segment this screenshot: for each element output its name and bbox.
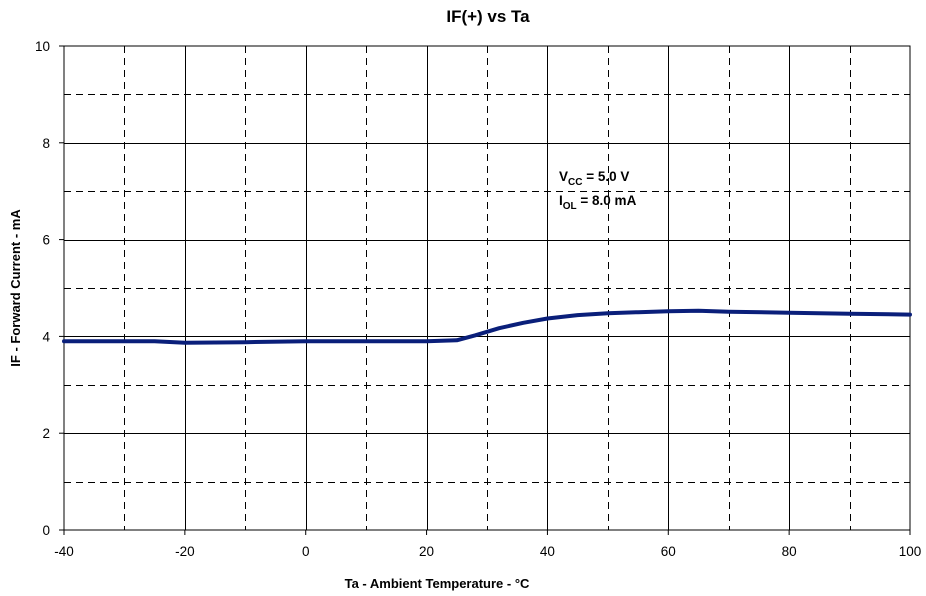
series-line	[62, 308, 912, 345]
x-tick-label: -40	[54, 544, 74, 559]
x-tick-labels: -40 -20 0 20 40 60 80 100	[54, 544, 921, 559]
x-tick-label: 100	[899, 544, 922, 559]
x-tick-label: -20	[175, 544, 195, 559]
x-tick-label: 0	[302, 544, 310, 559]
axis-ticks	[59, 45, 911, 535]
plot-frame	[63, 45, 911, 531]
y-tick-label: 2	[42, 426, 50, 441]
grid	[64, 46, 910, 530]
y-tick-label: 4	[42, 329, 50, 344]
x-tick-label: 20	[419, 544, 434, 559]
x-tick-label: 80	[782, 544, 797, 559]
x-tick-label: 60	[661, 544, 676, 559]
y-axis-label: IF - Forward Current - mA	[8, 209, 23, 367]
x-tick-label: 40	[540, 544, 555, 559]
y-tick-label: 8	[42, 136, 50, 151]
annotation-block: VCC = 5.0 V IOL = 8.0 mA	[559, 169, 637, 212]
series-group	[62, 308, 912, 345]
annotation-line: VCC = 5.0 V	[559, 169, 629, 188]
y-tick-label: 6	[42, 233, 50, 248]
y-tick-label: 10	[35, 39, 50, 54]
x-axis-label: Ta - Ambient Temperature - °C	[345, 576, 530, 591]
annotation-line: IOL = 8.0 mA	[559, 193, 637, 212]
y-tick-labels: 0 2 4 6 8 10	[35, 39, 51, 538]
y-tick-label: 0	[42, 523, 50, 538]
chart-title: IF(+) vs Ta	[446, 7, 530, 26]
